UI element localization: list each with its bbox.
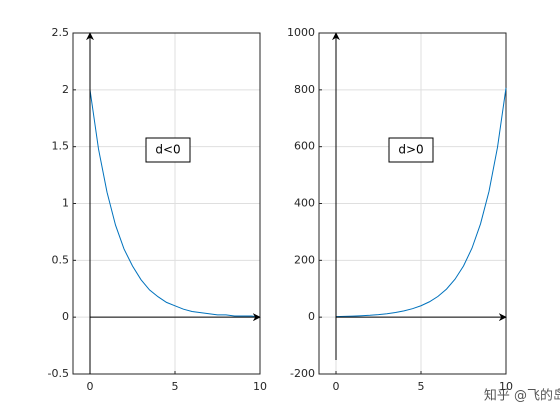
- y-tick-label: -200: [290, 367, 315, 380]
- y-tick-label: 2.5: [52, 26, 70, 39]
- y-tick-label: 400: [294, 197, 315, 210]
- y-tick-label: 0.5: [52, 253, 70, 266]
- axes-frame: [318, 32, 507, 375]
- y-tick-label: 2: [62, 83, 69, 96]
- y-tick-label: 0: [308, 310, 315, 323]
- x-tick-label: 5: [172, 380, 179, 393]
- y-tick-label: 1000: [287, 26, 315, 39]
- data-line: [335, 87, 507, 318]
- x-tick-label: 5: [418, 380, 425, 393]
- annotation: d<0: [155, 143, 180, 157]
- annotation-box: [388, 137, 434, 163]
- x-tick-label: 0: [87, 380, 94, 393]
- y-tick-label: 1.5: [52, 140, 70, 153]
- annotation-box: [145, 137, 191, 163]
- x-tick-label: 10: [499, 380, 513, 393]
- y-tick-label: -0.5: [48, 367, 69, 380]
- annotation: d>0: [398, 143, 423, 157]
- data-line: [89, 89, 261, 318]
- x-tick-label: 10: [253, 380, 267, 393]
- watermark: 知乎 @飞的岛: [484, 388, 560, 404]
- y-tick-label: 0: [62, 310, 69, 323]
- y-tick-label: 200: [294, 253, 315, 266]
- y-tick-label: 600: [294, 140, 315, 153]
- y-tick-label: 1: [62, 197, 69, 210]
- axes-frame: [72, 32, 261, 375]
- x-tick-label: 0: [333, 380, 340, 393]
- y-tick-label: 800: [294, 83, 315, 96]
